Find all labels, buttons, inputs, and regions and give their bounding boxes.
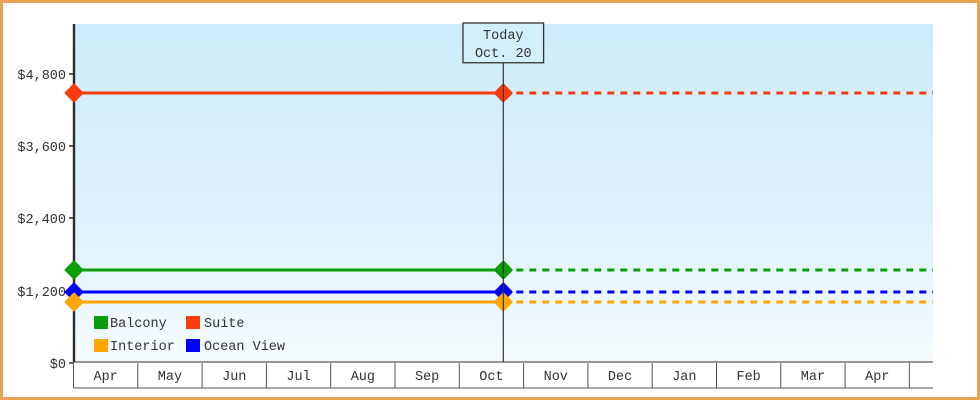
svg-text:$0: $0 (50, 358, 66, 373)
svg-text:Apr: Apr (865, 370, 889, 385)
svg-text:Sep: Sep (415, 370, 439, 385)
svg-text:Suite: Suite (204, 317, 245, 332)
svg-text:Oct. 20: Oct. 20 (475, 47, 532, 62)
svg-text:Today: Today (483, 29, 524, 44)
svg-text:May: May (158, 370, 182, 385)
svg-text:Oct: Oct (479, 370, 503, 385)
svg-text:Balcony: Balcony (110, 317, 167, 332)
svg-text:$2,400: $2,400 (17, 213, 66, 228)
svg-text:Interior: Interior (110, 340, 175, 355)
svg-text:Jun: Jun (222, 370, 246, 385)
svg-text:Jan: Jan (672, 370, 696, 385)
svg-text:Apr: Apr (93, 370, 117, 385)
svg-text:Nov: Nov (544, 370, 568, 385)
svg-text:$3,600: $3,600 (17, 141, 66, 156)
svg-text:Feb: Feb (736, 370, 760, 385)
svg-text:Aug: Aug (351, 370, 375, 385)
svg-text:$1,200: $1,200 (17, 286, 66, 301)
svg-text:$4,800: $4,800 (17, 69, 66, 84)
svg-text:Jul: Jul (286, 370, 310, 385)
svg-text:Ocean View: Ocean View (204, 340, 285, 355)
svg-text:Dec: Dec (608, 370, 632, 385)
svg-text:Mar: Mar (801, 370, 825, 385)
